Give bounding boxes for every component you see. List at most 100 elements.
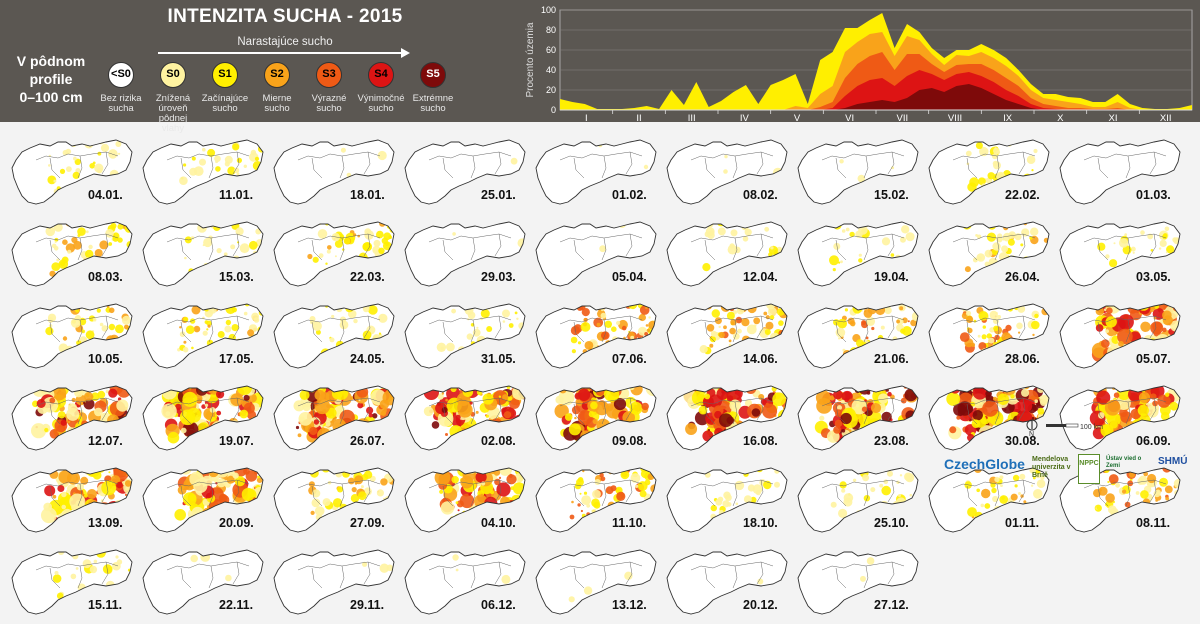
- map-date-label: 14.06.: [743, 352, 778, 366]
- region-borders: [952, 233, 1036, 261]
- region-borders: [690, 233, 774, 261]
- region-borders: [428, 479, 512, 507]
- drought-map-tile: 11.10.: [530, 458, 663, 542]
- drought-map-tile: 10.05.: [6, 294, 139, 378]
- drought-map-tile: 07.06.: [530, 294, 663, 378]
- slovakia-map: [666, 139, 788, 205]
- map-date-label: 17.05.: [219, 352, 254, 366]
- drought-map-tile: 13.12.: [530, 540, 663, 624]
- region-borders: [428, 315, 512, 343]
- drought-map-tile: 05.07.: [1054, 294, 1187, 378]
- drought-map-tile: 25.01.: [399, 130, 532, 214]
- region-borders: [1083, 315, 1167, 343]
- country-outline: [404, 139, 526, 205]
- country-outline: [1059, 221, 1181, 287]
- map-date-label: 15.02.: [874, 188, 909, 202]
- slovakia-map: [273, 549, 395, 615]
- legend-label-line1: Mierne: [262, 93, 292, 104]
- drought-map-tile: 25.10.: [792, 458, 925, 542]
- country-outline: [928, 467, 1050, 533]
- legend-label-line2: sucho: [420, 103, 446, 114]
- map-date-label: 08.02.: [743, 188, 778, 202]
- slovakia-map: [666, 467, 788, 533]
- slovakia-map: [11, 139, 133, 205]
- country-outline: [404, 385, 526, 451]
- map-date-label: 20.12.: [743, 598, 778, 612]
- map-background: [274, 222, 394, 286]
- map-background: [12, 550, 132, 614]
- drought-map-tile: 08.11.: [1054, 458, 1187, 542]
- map-date-label: 26.07.: [350, 434, 385, 448]
- drought-legend: <S0 Bez rizika sucha S0 Znížená úroveň pôdnej…: [96, 62, 470, 134]
- slovakia-map: [928, 467, 1050, 533]
- country-outline: [797, 467, 919, 533]
- country-outline: [666, 139, 788, 205]
- map-background: [405, 550, 525, 614]
- map-background: [798, 468, 918, 532]
- country-outline: [1059, 303, 1181, 369]
- month-label: IV: [740, 113, 750, 122]
- legend-item-s3: S3 Výrazné sucho: [304, 62, 354, 114]
- legend-item-s2: S2 Mierne sucho: [252, 62, 302, 114]
- map-date-label: 03.05.: [1136, 270, 1171, 284]
- country-outline: [273, 549, 395, 615]
- legend-label: Znížená úroveň pôdnej vlahy: [148, 94, 198, 134]
- map-background: [405, 304, 525, 368]
- region-borders: [559, 315, 643, 343]
- slovakia-map: [273, 303, 395, 369]
- region-borders: [35, 561, 119, 589]
- region-borders: [821, 479, 905, 507]
- region-borders: [952, 315, 1036, 343]
- drought-map-tile: 24.05.: [268, 294, 401, 378]
- map-background: [405, 140, 525, 204]
- map-grid: 04.01. 11.01. 18.01. 25.01. 01.02. 08.02. 15.0…: [0, 122, 1200, 620]
- legend-label-line1: Začínajúce: [201, 93, 249, 104]
- country-outline: [11, 467, 133, 533]
- slovakia-map: [273, 385, 395, 451]
- legend-swatch: S0: [160, 62, 186, 88]
- drought-map-tile: 03.05.: [1054, 212, 1187, 296]
- legend-label-line2: pôdnej vlahy: [158, 113, 188, 134]
- map-background: [798, 550, 918, 614]
- slovakia-map: [535, 139, 657, 205]
- arrow-label: Narastajúce sucho: [237, 36, 333, 48]
- map-background: [405, 222, 525, 286]
- slovakia-map: [535, 221, 657, 287]
- legend-label-line2: sucho: [264, 103, 290, 114]
- slovakia-map: [404, 549, 526, 615]
- y-tick-label: 60: [546, 45, 556, 55]
- slovakia-map: [928, 385, 1050, 451]
- slovakia-map: [797, 221, 919, 287]
- legend-label-line2: sucho: [368, 103, 394, 114]
- map-date-label: 04.10.: [481, 516, 516, 530]
- increasing-arrow-line: [158, 52, 402, 54]
- legend-label: Extrémne sucho: [408, 94, 458, 114]
- country-outline: [797, 221, 919, 287]
- region-borders: [297, 561, 381, 589]
- map-background: [667, 222, 787, 286]
- country-outline: [535, 221, 657, 287]
- y-tick-label: 0: [551, 105, 556, 115]
- region-borders: [166, 397, 250, 425]
- map-date-label: 29.11.: [350, 598, 385, 612]
- drought-map-tile: 27.12.: [792, 540, 925, 624]
- legend-item-lt-s0: <S0 Bez rizika sucha: [96, 62, 146, 114]
- country-outline: [928, 303, 1050, 369]
- country-outline: [142, 221, 264, 287]
- map-date-label: 28.06.: [1005, 352, 1040, 366]
- map-date-label: 07.06.: [612, 352, 647, 366]
- country-outline: [797, 549, 919, 615]
- legend-item-s1: S1 Začínajúce sucho: [200, 62, 250, 114]
- slovakia-map: [11, 303, 133, 369]
- map-date-label: 18.10.: [743, 516, 778, 530]
- country-outline: [666, 385, 788, 451]
- country-outline: [11, 385, 133, 451]
- region-borders: [35, 397, 119, 425]
- region-borders: [821, 233, 905, 261]
- country-outline: [142, 549, 264, 615]
- region-borders: [821, 315, 905, 343]
- slovakia-map: [273, 221, 395, 287]
- map-date-label: 19.07.: [219, 434, 254, 448]
- map-background: [143, 304, 263, 368]
- region-borders: [690, 315, 774, 343]
